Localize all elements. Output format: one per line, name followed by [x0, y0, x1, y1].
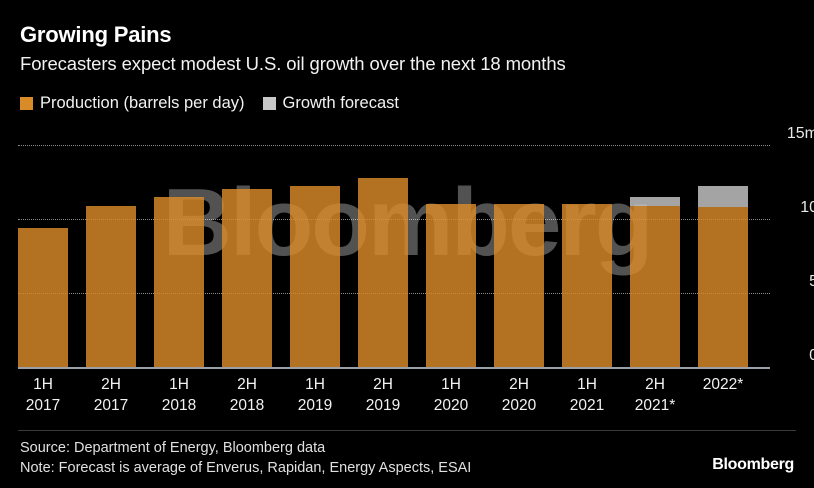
x-tick-line2: 2018 [161, 397, 197, 414]
bar-production[interactable] [154, 196, 204, 367]
bar-group[interactable] [494, 145, 544, 367]
x-tick-line1: 1H [305, 376, 325, 393]
bar-production[interactable] [426, 204, 476, 367]
bar-production[interactable] [358, 177, 408, 367]
x-tick-line2: 2020 [501, 397, 537, 414]
x-tick-label: 2022* [698, 374, 748, 395]
bar-production[interactable] [630, 205, 680, 367]
x-tick-line2: 2018 [229, 397, 265, 414]
legend-label-production: Production (barrels per day) [40, 94, 245, 112]
chart-header: Growing Pains Forecasters expect modest … [20, 22, 780, 76]
bar-production[interactable] [562, 204, 612, 367]
x-tick-line1: 1H [33, 376, 53, 393]
x-tick-line2: 2019 [365, 397, 401, 414]
bar-group[interactable] [562, 145, 612, 367]
y-tick-label-5: 5 [809, 273, 814, 290]
chart-legend: Production (barrels per day) Growth fore… [20, 94, 399, 112]
bar-group[interactable] [86, 145, 136, 367]
x-tick-line2: 2017 [25, 397, 61, 414]
x-tick-line1: 2H [509, 376, 529, 393]
x-tick-label: 1H 2017 [18, 374, 68, 416]
x-tick-line2: 2017 [93, 397, 129, 414]
forecast-note: Note: Forecast is average of Enverus, Ra… [20, 460, 472, 476]
bar-group[interactable] [698, 145, 748, 367]
legend-label-growth-forecast: Growth forecast [282, 94, 399, 112]
x-tick-line2: 2021* [634, 397, 676, 414]
y-tick-label-10: 10 [800, 199, 814, 216]
bar-group[interactable] [154, 145, 204, 367]
bar-production[interactable] [290, 186, 340, 367]
bar-group[interactable] [630, 145, 680, 367]
x-axis-labels: 1H 2017 2H 2017 1H 2018 2H 2018 1H 2019 2H 2019 1H 20… [18, 374, 770, 424]
bar-production[interactable] [698, 207, 748, 367]
bar-growth-forecast[interactable] [630, 196, 680, 206]
x-tick-line1: 2H [373, 376, 393, 393]
bar-production[interactable] [86, 205, 136, 367]
x-tick-line1: 2H [237, 376, 257, 393]
y-tick-label-0: 0 [809, 347, 814, 364]
x-tick-line2: 2020 [433, 397, 469, 414]
x-tick-line2: 2019 [297, 397, 333, 414]
bar-production[interactable] [18, 227, 68, 367]
axis-baseline [18, 367, 770, 369]
x-tick-label: 2H 2019 [358, 374, 408, 416]
bar-production[interactable] [222, 189, 272, 367]
x-tick-line1: 2022* [702, 376, 744, 393]
bar-group[interactable] [426, 145, 476, 367]
bar-group[interactable] [18, 145, 68, 367]
chart-footnotes: Source: Department of Energy, Bloomberg … [20, 438, 660, 478]
x-tick-line1: 1H [169, 376, 189, 393]
x-tick-label: 1H 2020 [426, 374, 476, 416]
x-tick-line1: 2H [101, 376, 121, 393]
x-tick-label: 2H 2021* [630, 374, 680, 416]
x-tick-line1: 1H [441, 376, 461, 393]
bloomberg-logo: Bloomberg [712, 456, 794, 473]
bar-production[interactable] [494, 204, 544, 367]
bars-layer [18, 145, 770, 367]
x-tick-label: 2H 2018 [222, 374, 272, 416]
x-tick-label: 1H 2021 [562, 374, 612, 416]
x-tick-label: 2H 2020 [494, 374, 544, 416]
x-tick-label: 1H 2019 [290, 374, 340, 416]
x-tick-label: 1H 2018 [154, 374, 204, 416]
production-swatch [20, 96, 33, 110]
x-tick-label: 2H 2017 [86, 374, 136, 416]
bar-growth-forecast[interactable] [698, 186, 748, 208]
x-tick-line2: 2021 [569, 397, 605, 414]
y-tick-label-15m: 15m [786, 125, 814, 142]
x-tick-line1: 1H [577, 376, 597, 393]
legend-item-production[interactable]: Production (barrels per day) [20, 94, 245, 112]
growth-forecast-swatch [262, 96, 276, 110]
page-subtitle: Forecasters expect modest U.S. oil growt… [20, 53, 566, 74]
page-title: Growing Pains [20, 22, 172, 47]
x-tick-line1: 2H [645, 376, 665, 393]
footer-divider [18, 430, 796, 431]
bar-group[interactable] [290, 145, 340, 367]
legend-item-growth-forecast[interactable]: Growth forecast [262, 94, 399, 112]
bar-group[interactable] [358, 145, 408, 367]
source-note: Source: Department of Energy, Bloomberg … [20, 440, 326, 456]
bar-group[interactable] [222, 145, 272, 367]
